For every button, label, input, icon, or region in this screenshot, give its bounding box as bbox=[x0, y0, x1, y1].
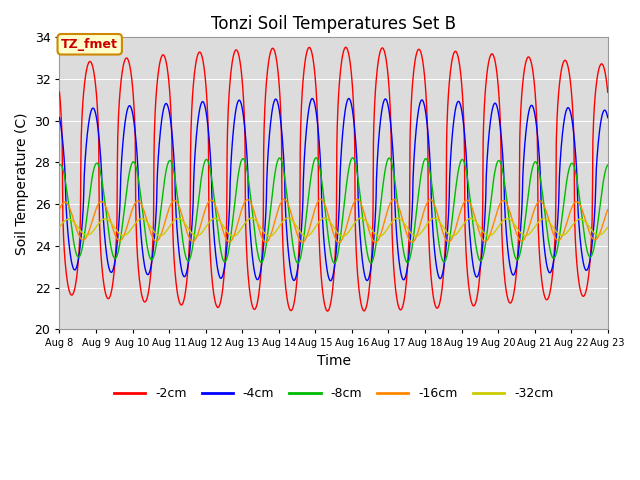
X-axis label: Time: Time bbox=[317, 354, 351, 368]
Title: Tonzi Soil Temperatures Set B: Tonzi Soil Temperatures Set B bbox=[211, 15, 456, 33]
Legend: -2cm, -4cm, -8cm, -16cm, -32cm: -2cm, -4cm, -8cm, -16cm, -32cm bbox=[109, 382, 559, 405]
Y-axis label: Soil Temperature (C): Soil Temperature (C) bbox=[15, 112, 29, 254]
Text: TZ_fmet: TZ_fmet bbox=[61, 38, 118, 51]
